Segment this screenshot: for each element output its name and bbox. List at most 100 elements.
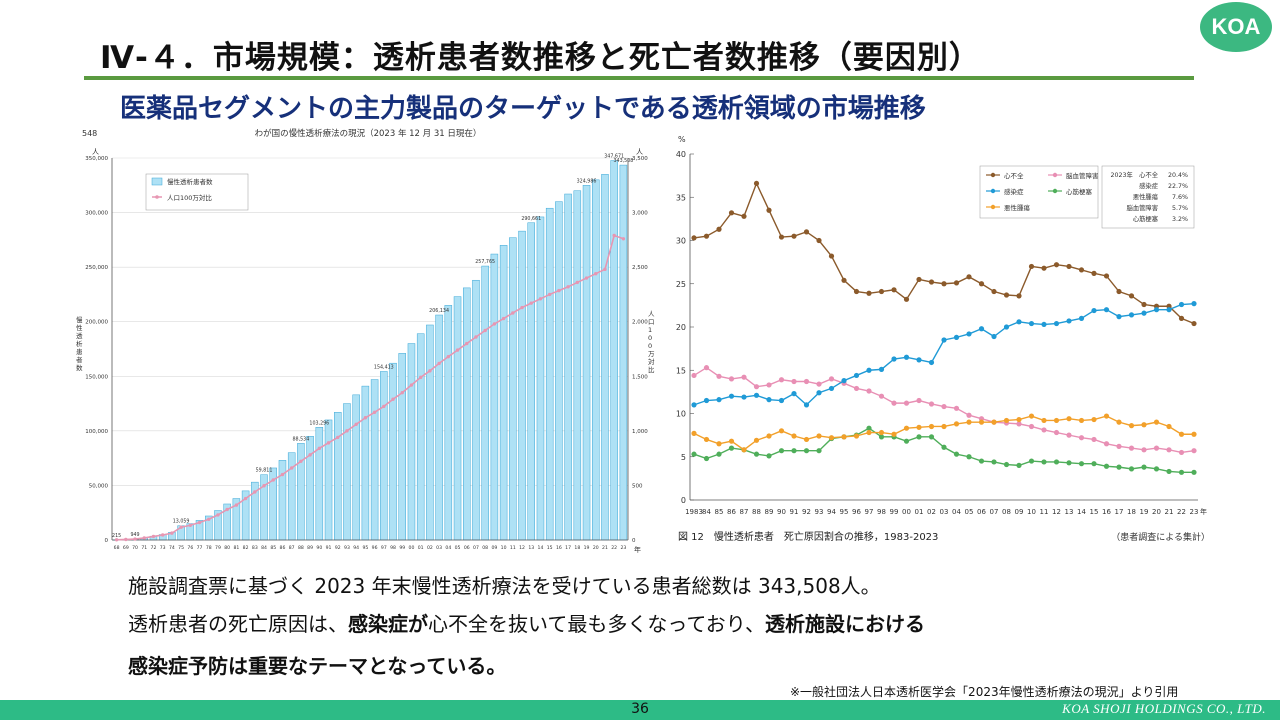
series-point — [916, 397, 922, 404]
bar-data-label: 347,671 — [604, 154, 624, 160]
series-point — [866, 388, 872, 394]
rate-point — [621, 237, 626, 241]
rate-point — [465, 341, 469, 346]
x-tick-label: 18 — [574, 545, 580, 551]
series-point — [878, 393, 885, 399]
series-point — [803, 229, 810, 235]
x-tick-label: 02 — [927, 508, 936, 516]
bar-data-label: 154,413 — [374, 364, 394, 370]
x-tick-label: 85 — [715, 508, 724, 516]
series-point — [1191, 469, 1197, 475]
series-point — [1116, 288, 1122, 295]
page-title: Ⅳ-４．市場規模：透析患者数推移と死亡者数推移（要因別） — [100, 40, 981, 76]
summary-label: 感染症 — [1139, 181, 1159, 190]
series-point — [941, 337, 947, 343]
x-tick-label: 11 — [1040, 508, 1049, 516]
y-tick-label: 10 — [676, 410, 686, 419]
legend-label: 感染症 — [1004, 187, 1024, 196]
series-point — [953, 405, 960, 411]
rate-point — [299, 459, 303, 464]
series-point — [1191, 320, 1197, 327]
x-tick-label: 04 — [445, 545, 451, 551]
x-tick-label: 93 — [815, 508, 824, 516]
koa-logo: KOA — [1200, 2, 1272, 52]
x-tick-label: 07 — [473, 545, 479, 551]
rate-point — [234, 503, 239, 507]
y-unit: % — [678, 135, 686, 144]
series-point — [891, 431, 897, 437]
series-point — [753, 451, 760, 457]
bar — [582, 185, 591, 541]
series-point — [703, 233, 710, 239]
x-tick-label: 78 — [206, 545, 212, 551]
series-point — [903, 438, 910, 444]
series-point — [991, 419, 997, 425]
x-tick-label: 16 — [556, 545, 562, 551]
series-point — [941, 444, 947, 450]
series-point — [816, 390, 822, 396]
bar — [481, 265, 489, 541]
summary-value: 3.2% — [1172, 216, 1188, 223]
rate-point — [391, 397, 395, 401]
legend-swatch-point — [990, 204, 996, 210]
x-tick-label: 06 — [977, 508, 986, 516]
x-tick-label: 10 — [1027, 508, 1036, 516]
y-tick-label: 300,000 — [85, 211, 108, 217]
series-point — [791, 233, 797, 239]
series-point — [753, 437, 760, 443]
rate-point — [594, 271, 598, 276]
rate-point — [437, 361, 441, 366]
x-tick-label: 73 — [160, 545, 166, 551]
series-point — [853, 288, 860, 295]
series-point — [1141, 464, 1147, 470]
rate-point — [511, 311, 515, 315]
bar-data-label: 13,059 — [173, 519, 190, 525]
series-point — [903, 400, 910, 406]
bar-data-label: 949 — [130, 532, 139, 538]
rate-point — [428, 369, 432, 373]
rate-point — [409, 383, 414, 387]
series-point — [741, 374, 747, 380]
series-point — [853, 372, 860, 379]
series-point — [1153, 466, 1160, 472]
series-point — [728, 210, 735, 216]
series-point — [866, 425, 872, 431]
bar — [610, 160, 618, 541]
series-point — [1178, 315, 1185, 321]
rate-point — [243, 496, 248, 501]
x-tick-label: 08 — [482, 545, 488, 551]
x-tick-label: 23 — [1190, 508, 1199, 516]
series-point — [741, 213, 747, 219]
series-point — [903, 354, 910, 360]
bar — [453, 296, 462, 541]
x-tick-label: 99 — [399, 545, 405, 551]
series-point — [953, 280, 960, 286]
rate-point — [363, 416, 368, 420]
y-tick-label: 5 — [681, 453, 686, 462]
x-tick-label: 82 — [243, 545, 249, 551]
legend-label: 脳血管障害 — [1066, 171, 1099, 180]
rate-point — [160, 533, 165, 537]
series-point — [1041, 265, 1047, 271]
x-tick-label: 87 — [740, 508, 749, 516]
source-note: ※一般社団法人日本透析医学会「2023年慢性透析療法の現況」より引用 — [790, 685, 1179, 699]
bar — [536, 216, 545, 541]
y-tick-label: 25 — [676, 280, 686, 289]
y-tick-label: 35 — [676, 193, 686, 202]
summary-line-3-text: 感染症予防は重要なテーマとなっている。 — [128, 654, 507, 678]
x-tick-label: 10 — [501, 545, 507, 551]
x-tick-label: 97 — [865, 508, 874, 516]
x-tick-label: 12 — [519, 545, 525, 551]
series-point — [1028, 320, 1035, 327]
series-point — [1153, 307, 1160, 313]
summary-line-2-d: 透析施設における — [765, 612, 925, 636]
x-tick-label: 81 — [233, 545, 239, 551]
bar — [472, 279, 480, 541]
series-point — [691, 430, 697, 436]
bar — [426, 324, 434, 541]
x-tick-label: 90 — [777, 508, 786, 516]
x-tick-label: 1983 — [685, 508, 703, 516]
series-point — [1191, 431, 1197, 437]
series-point — [778, 448, 785, 454]
series-point — [803, 448, 810, 454]
